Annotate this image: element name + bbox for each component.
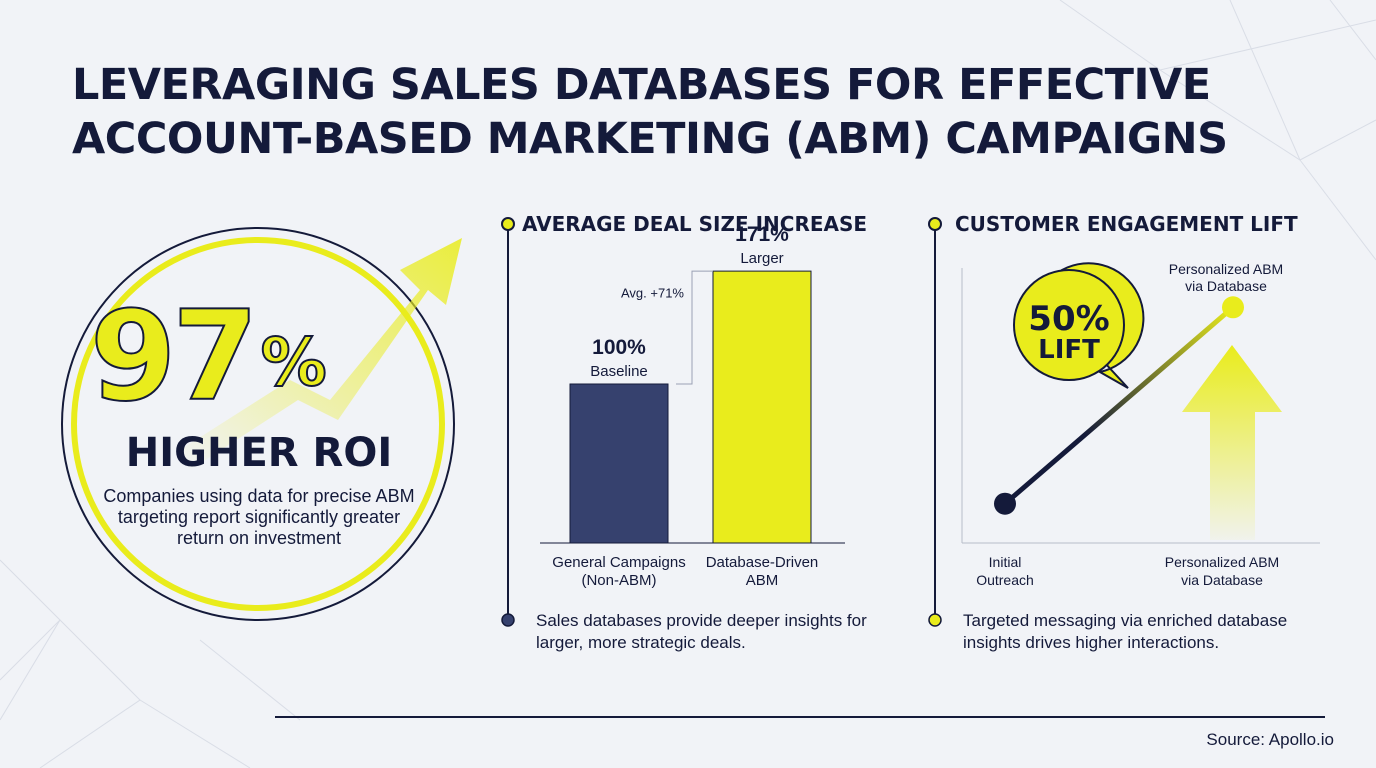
engagement-section-title: CUSTOMER ENGAGEMENT LIFT <box>955 212 1298 236</box>
engagement-line <box>1002 304 1236 507</box>
deal-section-note: Sales databases provide deeper insights … <box>536 611 867 652</box>
bar-sub-label-2: Larger <box>740 250 783 267</box>
hero-stat-description: Companies using data for precise ABM tar… <box>103 486 415 548</box>
bar-category-label-2: ABM <box>746 572 779 589</box>
hero-inner-ring <box>71 237 445 611</box>
hero-stat-label: HIGHER ROI <box>125 430 393 476</box>
bar-sub-label-1: Baseline <box>590 363 648 380</box>
deal-note-bullet-icon <box>501 613 515 627</box>
deal-section-title: AVERAGE DEAL SIZE INCREASE <box>522 212 868 236</box>
bar-value-label-2: 171% <box>735 223 789 246</box>
line-point-2 <box>1222 296 1244 319</box>
bar-category-label-1: (Non-ABM) <box>581 572 656 589</box>
page-title-line-2: ACCOUNT-BASED MARKETING (ABM) CAMPAIGNS <box>72 114 1228 164</box>
hero-stat-value: 97% <box>89 285 420 429</box>
lift-callout-text: 50% <box>1028 299 1109 339</box>
page-title-line-1: LEVERAGING SALES DATABASES FOR EFFECTIVE <box>72 60 1211 110</box>
hero-stat-number: 97 <box>89 285 260 429</box>
line-end-label: Personalized ABM <box>1169 261 1283 277</box>
source-credit: Source: Apollo.io <box>1206 730 1334 749</box>
growth-arrow-icon <box>180 238 462 470</box>
line-end-label: via Database <box>1185 278 1267 294</box>
engagement-section-bullet-icon <box>928 217 942 231</box>
line-category-label-1: Initial <box>989 554 1022 570</box>
deal-section-bullet-icon <box>501 217 515 231</box>
engagement-note-bullet-icon <box>928 613 942 627</box>
footer-divider <box>275 716 1325 718</box>
bar-category-label-1: General Campaigns <box>552 554 685 571</box>
lift-callout-text: LIFT <box>1038 335 1100 365</box>
page-title: LEVERAGING SALES DATABASES FOR EFFECTIVE… <box>72 58 1332 166</box>
bar-1 <box>569 383 669 544</box>
lift-callout-circle <box>1013 269 1125 381</box>
bar-difference-annotation: Avg. +71% <box>621 286 684 301</box>
bar-value-label-1: 100% <box>592 336 646 359</box>
hero-stat-unit: % <box>260 323 328 402</box>
line-category-label-1: Outreach <box>976 572 1034 588</box>
bar-category-label-2: Database-Driven <box>706 554 819 571</box>
line-category-label-2: via Database <box>1181 572 1263 588</box>
hero-outer-ring <box>61 227 455 621</box>
bar-2 <box>712 270 812 544</box>
line-category-label-2: Personalized ABM <box>1165 554 1279 570</box>
up-arrow-icon <box>1182 345 1282 540</box>
bar-difference-bracket <box>676 270 713 385</box>
line-point-1 <box>994 492 1016 515</box>
engagement-section-note: Targeted messaging via enriched database… <box>963 611 1288 652</box>
